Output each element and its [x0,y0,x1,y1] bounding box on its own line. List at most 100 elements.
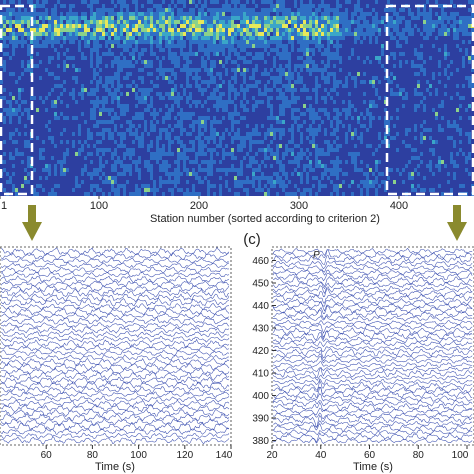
heatmap-cell [216,48,219,52]
heatmap-cell [300,68,303,72]
heatmap-cell [210,120,213,124]
heatmap-cell [108,36,111,40]
heatmap-cell [285,60,288,64]
heatmap-cell [375,120,378,124]
heatmap-cell [468,60,471,64]
heatmap-cell [189,4,192,8]
heatmap-cell [366,100,369,104]
heatmap-cell [36,56,39,60]
heatmap-cell [324,40,327,44]
heatmap-cell [66,64,69,68]
heatmap-cell [375,56,378,60]
heatmap-cell [465,20,468,24]
heatmap-cell [210,112,213,116]
heatmap-cell [444,76,447,80]
heatmap-cell [228,80,231,84]
heatmap-cell [72,120,75,124]
heatmap-cell [93,80,96,84]
heatmap-cell [204,32,207,36]
heatmap-cell [102,40,105,44]
heatmap-cell [201,96,204,100]
heatmap-cell [48,76,51,80]
heatmap-cell [255,12,258,16]
heatmap-cell [294,24,297,28]
heatmap-cell [27,4,30,8]
heatmap-cell [51,28,54,32]
heatmap-cell [114,36,117,40]
heatmap-cell [189,56,192,60]
heatmap-cell [294,116,297,120]
heatmap-cell [339,32,342,36]
heatmap-cell [222,48,225,52]
heatmap-cell [111,12,114,16]
heatmap-cell [399,116,402,120]
heatmap-cell [87,20,90,24]
heatmap-cell [195,16,198,20]
heatmap-cell [396,20,399,24]
heatmap-cell [429,12,432,16]
heatmap-cell [45,100,48,104]
heatmap-cell [39,88,42,92]
heatmap-cell [39,108,42,112]
heatmap-cell [201,32,204,36]
heatmap-cell [18,104,21,108]
heatmap-cell [27,116,30,120]
heatmap-cell [3,104,6,108]
heatmap-cell [192,112,195,116]
heatmap-cell [21,44,24,48]
heatmap-cell [387,60,390,64]
heatmap-cell [438,80,441,84]
heatmap-cell [264,28,267,32]
heatmap-cell [114,28,117,32]
heatmap-cell [99,76,102,80]
heatmap-cell [132,108,135,112]
heatmap-cell [381,100,384,104]
heatmap-cell [459,72,462,76]
heatmap-cell [252,108,255,112]
heatmap-cell [51,0,54,4]
heatmap-cell [372,28,375,32]
heatmap-cell [33,52,36,56]
heatmap-cell [78,8,81,12]
heatmap-cell [261,124,264,128]
heatmap-cell [42,8,45,12]
heatmap-cell [288,108,291,112]
heatmap-cell [39,60,42,64]
heatmap-cell [429,68,432,72]
heatmap-cell [279,12,282,16]
heatmap-cell [36,36,39,40]
heatmap-cell [228,108,231,112]
heatmap-cell [261,92,264,96]
heatmap-cell [0,12,3,16]
heatmap-cell [414,32,417,36]
heatmap-cell [462,96,465,100]
heatmap-cell [15,44,18,48]
heatmap-cell [309,92,312,96]
heatmap-cell [78,28,81,32]
heatmap-cell [147,116,150,120]
heatmap-cell [429,0,432,4]
heatmap-cell [246,92,249,96]
heatmap-cell [297,72,300,76]
heatmap-cell [138,112,141,116]
heatmap-cell [15,0,18,4]
heatmap-cell [306,28,309,32]
heatmap-cell [174,36,177,40]
heatmap-cell [375,88,378,92]
heatmap-cell [144,24,147,28]
heatmap-cell [243,88,246,92]
heatmap-cell [201,100,204,104]
heatmap-cell [279,120,282,124]
heatmap-cell [276,72,279,76]
heatmap-cell [93,72,96,76]
heatmap-cell [375,100,378,104]
heatmap-cell [204,76,207,80]
heatmap-cell [120,28,123,32]
heatmap-cell [219,100,222,104]
heatmap-cell [354,36,357,40]
heatmap-cell [147,96,150,100]
heatmap-cell [294,12,297,16]
heatmap-cell [387,108,390,112]
heatmap-cell [156,76,159,80]
heatmap-cell [201,52,204,56]
